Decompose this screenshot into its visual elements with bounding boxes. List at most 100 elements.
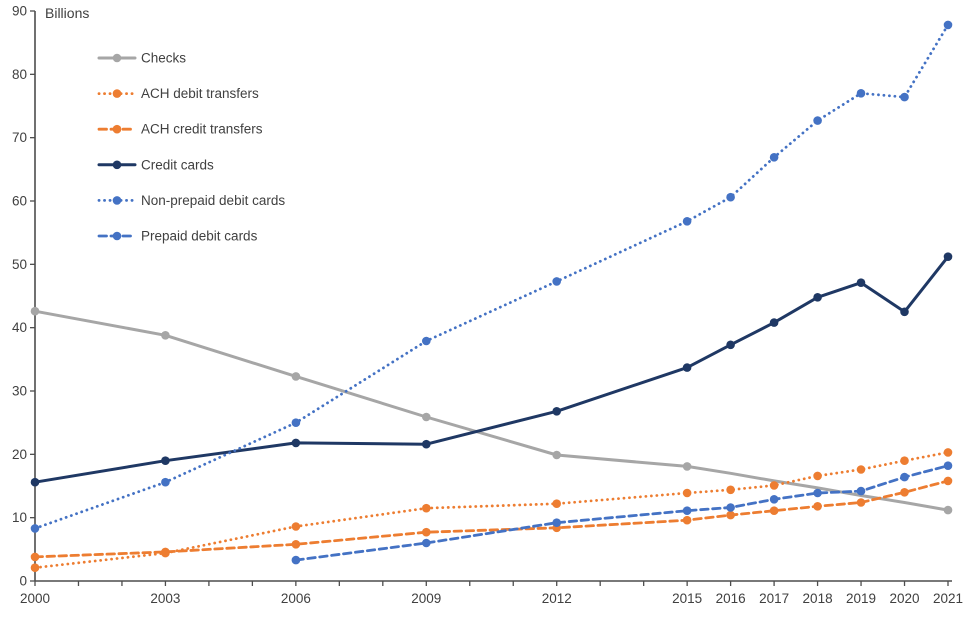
x-tick-label: 2020: [890, 591, 920, 606]
series-markers-credit-cards: [30, 252, 953, 487]
series-markers-non-prepaid-debit-cards: [30, 20, 953, 533]
data-point-marker: [856, 278, 866, 288]
data-point-marker: [726, 503, 735, 512]
data-point-marker: [422, 336, 431, 346]
legend-marker-sample: [112, 196, 122, 205]
data-point-marker: [943, 20, 953, 30]
legend-label: Checks: [141, 51, 186, 66]
x-tick-label: 2019: [846, 591, 876, 606]
legend-label: Prepaid debit cards: [141, 229, 258, 244]
data-point-marker: [422, 538, 431, 548]
data-point-marker: [856, 486, 866, 496]
data-point-marker: [900, 472, 909, 482]
x-tick-label: 2015: [672, 591, 702, 606]
series-markers-prepaid-debit-cards: [291, 461, 953, 565]
x-tick-label: 2003: [150, 591, 180, 606]
legend-item-ach-credit-transfers: ACH credit transfers: [97, 122, 263, 137]
data-point-marker: [552, 450, 561, 460]
data-point-marker: [291, 555, 301, 565]
data-point-marker: [943, 461, 953, 471]
series-checks: [30, 306, 953, 515]
data-point-marker: [900, 456, 909, 466]
data-point-marker: [291, 540, 301, 549]
data-point-marker: [30, 563, 40, 572]
legend-item-ach-debit-transfers: ACH debit transfers: [97, 86, 259, 101]
data-point-marker: [726, 340, 735, 350]
legend-item-credit-cards: Credit cards: [97, 157, 214, 172]
data-point-marker: [30, 524, 40, 533]
data-point-marker: [943, 505, 953, 515]
legend-marker-sample: [112, 89, 122, 98]
data-point-marker: [161, 477, 170, 487]
data-point-marker: [900, 488, 909, 497]
y-tick-label: 40: [12, 320, 27, 335]
y-tick-label: 80: [12, 67, 27, 82]
data-point-marker: [856, 498, 866, 507]
data-point-marker: [769, 481, 779, 490]
data-point-marker: [726, 510, 735, 520]
y-tick-label: 20: [12, 447, 27, 462]
data-point-marker: [682, 506, 692, 515]
data-point-marker: [769, 318, 779, 327]
y-tick-label: 60: [12, 194, 27, 209]
series-markers-checks: [30, 306, 953, 515]
data-point-marker: [422, 439, 431, 449]
legend-marker-sample: [112, 160, 122, 170]
data-point-marker: [726, 485, 735, 495]
data-point-marker: [813, 471, 822, 481]
data-point-marker: [682, 217, 692, 226]
series-markers-ach-debit-transfers: [30, 448, 953, 572]
data-point-marker: [856, 465, 866, 474]
x-tick-label: 2016: [716, 591, 746, 606]
data-point-marker: [30, 306, 40, 316]
data-point-marker: [943, 448, 953, 457]
y-tick-label: 90: [12, 4, 27, 19]
legend-item-checks: Checks: [97, 51, 186, 66]
data-point-marker: [291, 438, 301, 448]
data-point-marker: [291, 522, 301, 531]
y-tick-label: 50: [12, 257, 27, 272]
legend: Checks ACH debit transfers ACH credit tran…: [97, 51, 285, 244]
series-line-prepaid-debit-cards: [294, 464, 950, 562]
data-point-marker: [291, 372, 301, 381]
data-point-marker: [682, 363, 692, 372]
series-markers-ach-credit-transfers: [30, 476, 953, 562]
data-point-marker: [161, 456, 170, 466]
data-point-marker: [552, 407, 561, 416]
x-tick-label: 2000: [20, 591, 50, 606]
data-point-marker: [769, 506, 779, 515]
x-tick-label: 2012: [542, 591, 572, 606]
data-point-marker: [682, 462, 692, 471]
data-point-marker: [769, 495, 779, 504]
data-point-marker: [813, 116, 822, 125]
legend-label: ACH credit transfers: [141, 122, 263, 137]
x-tick-label: 2006: [281, 591, 311, 606]
data-point-marker: [726, 192, 735, 202]
data-point-marker: [900, 92, 909, 102]
data-point-marker: [161, 547, 170, 557]
series-ach-debit-transfers: [30, 448, 953, 572]
x-tick-label: 2017: [759, 591, 789, 606]
y-tick-label: 30: [12, 384, 27, 399]
series-credit-cards: [30, 252, 953, 487]
data-point-marker: [422, 527, 431, 537]
data-point-marker: [900, 307, 909, 317]
data-point-marker: [291, 418, 301, 428]
data-point-marker: [30, 552, 40, 562]
legend-label: ACH debit transfers: [141, 86, 259, 101]
data-point-marker: [769, 153, 779, 162]
data-point-marker: [552, 277, 561, 286]
y-axis-title: Billions: [45, 5, 90, 21]
data-point-marker: [943, 476, 953, 486]
data-point-marker: [813, 488, 822, 498]
data-point-marker: [161, 331, 170, 340]
series-line-ach-debit-transfers: [33, 450, 950, 570]
series-line-non-prepaid-debit-cards: [33, 23, 950, 530]
series-line-checks: [33, 309, 950, 512]
data-point-marker: [943, 252, 953, 261]
data-point-marker: [422, 503, 431, 513]
legend-label: Non-prepaid debit cards: [141, 193, 285, 208]
data-point-marker: [813, 502, 822, 511]
data-point-marker: [30, 477, 40, 487]
